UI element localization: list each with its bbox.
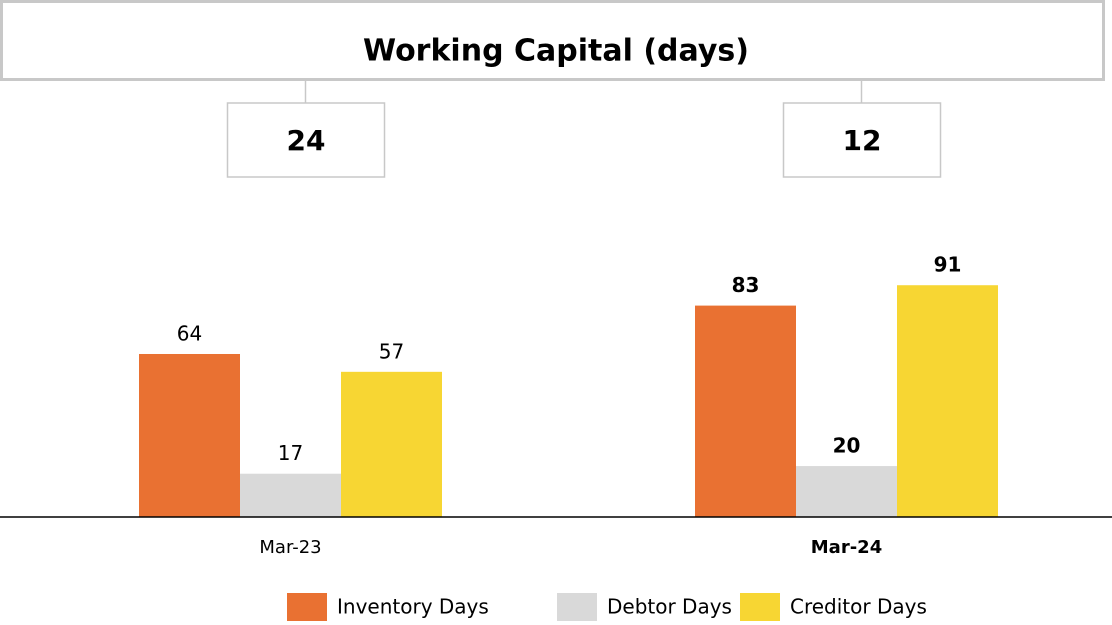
title-box xyxy=(0,0,1105,81)
value-label: 20 xyxy=(833,434,861,458)
value-label: 17 xyxy=(278,441,303,465)
legend-swatch xyxy=(557,593,597,621)
annotation-box xyxy=(226,102,386,178)
x-tick-label: Mar-23 xyxy=(259,537,321,558)
chart-title: Working Capital (days) xyxy=(363,34,749,69)
legend-label: Creditor Days xyxy=(790,595,927,619)
annotation: 24 xyxy=(287,124,326,157)
bar xyxy=(341,371,442,517)
bar xyxy=(139,353,240,517)
x-tick-label: Mar-24 xyxy=(811,537,882,558)
legend-label: Debtor Days xyxy=(607,595,732,619)
value-label: 57 xyxy=(379,339,404,363)
bar xyxy=(695,305,796,517)
bar xyxy=(796,466,897,517)
bar xyxy=(240,473,341,517)
value-label: 83 xyxy=(732,273,760,297)
legend-label: Inventory Days xyxy=(337,595,489,619)
annotation: 12 xyxy=(843,124,882,157)
value-label: 91 xyxy=(934,253,962,277)
bar xyxy=(897,285,998,517)
value-label: 64 xyxy=(177,321,202,345)
annotation-box xyxy=(782,102,942,178)
legend-swatch xyxy=(287,593,327,621)
legend-swatch xyxy=(740,593,780,621)
